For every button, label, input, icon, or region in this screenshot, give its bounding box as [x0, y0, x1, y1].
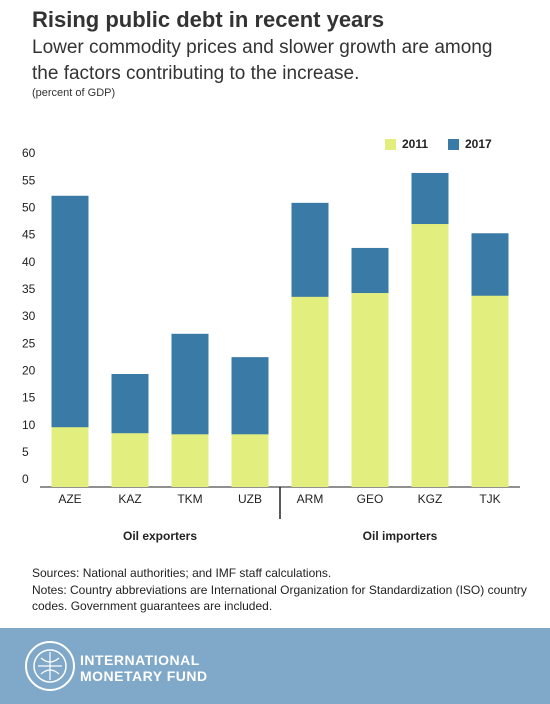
notes: Notes: Country abbreviations are Interna… — [32, 583, 527, 613]
legend-label: 2017 — [465, 137, 492, 151]
y-tick-label: 30 — [22, 309, 36, 323]
footer-text: INTERNATIONAL — [80, 652, 200, 668]
y-tick-label: 40 — [22, 255, 36, 269]
group-label: Oil importers — [363, 529, 438, 543]
y-tick-label: 55 — [22, 173, 36, 187]
sources: Sources: National authorities; and IMF s… — [32, 566, 332, 580]
y-tick-label: 45 — [22, 228, 36, 242]
y-tick-label: 0 — [22, 472, 29, 486]
bar — [351, 293, 389, 487]
footer-text: MONETARY FUND — [80, 668, 208, 684]
x-tick-label: TKM — [177, 492, 202, 506]
bar — [471, 295, 509, 487]
bar — [111, 433, 149, 487]
x-tick-label: KAZ — [118, 492, 141, 506]
footer: INTERNATIONAL MONETARY FUND — [0, 628, 550, 704]
x-tick-label: TJK — [479, 492, 500, 506]
legend-swatch — [448, 139, 459, 150]
y-tick-label: 35 — [22, 282, 36, 296]
legend-label: 2011 — [402, 137, 428, 151]
y-tick-label: 50 — [22, 201, 36, 215]
x-tick-label: AZE — [58, 492, 81, 506]
units: (percent of GDP) — [32, 87, 116, 99]
legend-swatch — [385, 139, 396, 150]
chart: 0 5 10 15 20 25 30 35 40 45 50 55 60 AZE KAZ TKM UZB ARM G… — [22, 137, 520, 543]
y-tick-label: 10 — [22, 418, 36, 432]
bar — [51, 427, 89, 487]
y-tick-label: 15 — [22, 391, 36, 405]
x-tick-label: UZB — [238, 492, 262, 506]
logo — [25, 641, 75, 691]
bar — [291, 296, 329, 487]
x-tick-label: GEO — [357, 492, 384, 506]
y-tick-label: 5 — [22, 445, 29, 459]
group-label: Oil exporters — [123, 529, 197, 543]
bar — [411, 224, 449, 487]
chart-subtitle: Lower commodity prices and slower growth… — [32, 37, 493, 84]
y-tick-label: 60 — [22, 146, 36, 160]
bar — [171, 434, 209, 487]
chart-title: Rising public debt in recent years — [32, 7, 385, 32]
x-tick-label: ARM — [297, 492, 324, 506]
bar — [231, 434, 269, 487]
x-tick-label: KGZ — [418, 492, 443, 506]
y-tick-label: 25 — [22, 336, 36, 350]
y-tick-label: 20 — [22, 364, 36, 378]
